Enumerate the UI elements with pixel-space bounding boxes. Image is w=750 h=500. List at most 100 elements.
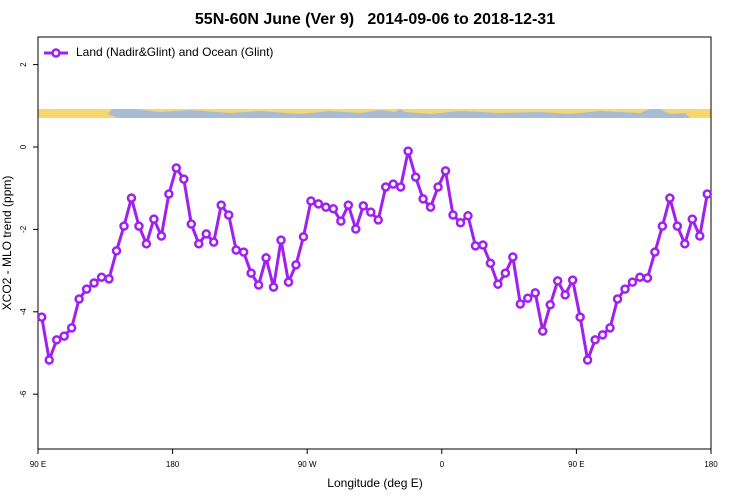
data-point — [223, 210, 234, 220]
land-patch — [38, 109, 118, 118]
data-point — [433, 182, 443, 192]
y-tick-label: -6 — [19, 390, 28, 398]
data-point — [373, 215, 383, 225]
data-point — [672, 221, 683, 231]
data-point — [186, 219, 197, 229]
data-point — [560, 290, 570, 300]
data-point — [635, 272, 645, 282]
chart-title: 55N-60N June (Ver 9) 2014-09-06 to 2018-… — [195, 11, 555, 28]
data-point — [59, 331, 69, 341]
data-point — [216, 200, 226, 210]
data-point — [425, 202, 436, 212]
data-point — [336, 216, 346, 226]
data-point — [410, 172, 421, 182]
data-point — [358, 201, 369, 211]
plot-frame — [37, 36, 712, 450]
land-patch — [400, 109, 650, 114]
data-point — [388, 179, 398, 189]
data-point — [231, 245, 241, 255]
data-point — [455, 218, 466, 228]
data-point — [597, 330, 608, 340]
x-tick-label: 90 E — [30, 460, 46, 469]
data-point — [530, 288, 541, 298]
data-point — [89, 278, 99, 288]
land-patch — [135, 109, 400, 114]
y-tick-label: 2 — [19, 62, 28, 67]
data-point — [665, 193, 675, 203]
data-point — [515, 299, 526, 309]
legend-marker — [51, 48, 61, 58]
data-point — [164, 189, 174, 199]
data-point — [238, 247, 249, 257]
data-point — [201, 229, 211, 239]
y-tick-label: -4 — [19, 308, 28, 316]
data-point — [171, 163, 182, 173]
data-point — [104, 274, 114, 284]
data-point — [261, 253, 271, 263]
data-point — [582, 355, 593, 365]
land-ocean-strip — [38, 109, 711, 118]
data-point — [650, 247, 660, 257]
x-tick-label: 90 W — [298, 460, 317, 469]
data-point — [627, 277, 638, 287]
data-point — [657, 221, 668, 231]
data-point — [403, 146, 413, 156]
data-point — [620, 284, 630, 294]
data-point — [298, 232, 309, 242]
ocean-strip — [38, 109, 711, 118]
data-point — [612, 294, 623, 304]
data-point — [276, 235, 286, 245]
data-point — [380, 182, 391, 192]
data-point — [500, 268, 511, 278]
y-tick-label: -2 — [19, 225, 28, 233]
data-point — [51, 335, 62, 345]
data-point — [695, 231, 705, 241]
data-point — [66, 323, 77, 333]
land-patch — [660, 109, 711, 118]
x-tick-label: 180 — [166, 460, 180, 469]
data-point — [111, 246, 122, 256]
data-point — [508, 252, 518, 262]
legend-label: Land (Nadir&Glint) and Ocean (Glint) — [76, 45, 273, 59]
data-point — [440, 166, 451, 176]
data-point — [194, 239, 204, 249]
data-point — [156, 231, 167, 241]
data-point — [126, 193, 137, 203]
data-point — [283, 277, 294, 287]
data-point — [253, 280, 264, 290]
x-axis-label: Longitude (deg E) — [327, 476, 422, 490]
data-point — [545, 300, 555, 310]
data-point — [552, 276, 563, 286]
data-point — [246, 268, 256, 278]
data-point — [313, 199, 324, 209]
x-tick-label: 180 — [704, 460, 718, 469]
y-tick-label: 0 — [19, 144, 28, 149]
data-point — [605, 323, 615, 333]
data-point — [523, 293, 533, 303]
data-point — [268, 282, 279, 292]
data-point — [485, 258, 496, 268]
data-point — [366, 207, 376, 217]
data-point — [74, 294, 84, 304]
data-point — [680, 239, 690, 249]
data-point — [687, 214, 698, 224]
data-point — [36, 312, 47, 322]
data-point — [478, 240, 488, 250]
x-tick-label: 90 E — [568, 460, 584, 469]
data-point — [418, 194, 428, 204]
x-tick-label: 0 — [440, 460, 445, 469]
data-point — [81, 284, 92, 294]
data-point — [448, 210, 458, 220]
data-point — [119, 221, 129, 231]
data-point — [149, 214, 159, 224]
data-point — [306, 196, 316, 206]
data-point — [141, 239, 152, 249]
data-point — [179, 174, 189, 184]
data-point — [642, 273, 653, 283]
data-point — [134, 221, 144, 231]
data-point — [702, 189, 713, 199]
data-point — [291, 260, 301, 270]
data-point — [351, 224, 361, 234]
data-point — [395, 182, 406, 192]
